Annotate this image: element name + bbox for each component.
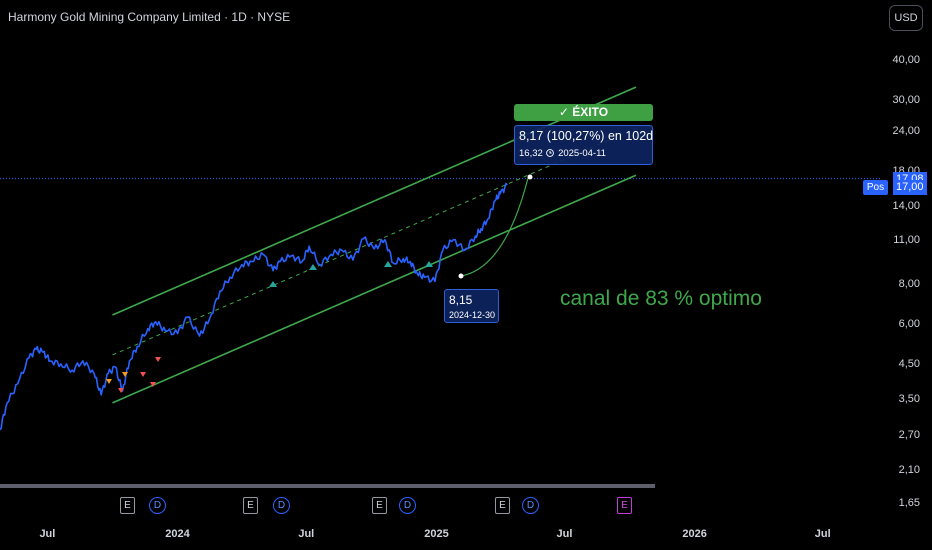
buy-arrow-icon <box>269 281 277 287</box>
time-tick-label: 2024 <box>165 528 190 540</box>
earnings-event-marker[interactable]: E <box>495 497 510 514</box>
target-stat-box[interactable]: 8,17 (100,27%) en 102d 16,32 2025-04-11 <box>514 125 653 165</box>
price-tick-label: 2,70 <box>898 428 920 441</box>
price-tick-label: 40,00 <box>892 54 920 67</box>
price-tick-label: 8,00 <box>898 277 920 290</box>
time-tick-label: Jul <box>298 528 315 540</box>
time-tick-label: 2025 <box>424 528 449 540</box>
price-series <box>0 182 508 431</box>
channel-middle-line <box>112 128 637 356</box>
dividend-event-marker[interactable]: D <box>522 497 539 514</box>
sell-arrow-icon <box>118 388 124 393</box>
channel-annotation: canal de 83 % optimo <box>560 287 762 310</box>
time-tick-label: Jul <box>814 528 831 540</box>
price-tick-label: 24,00 <box>892 125 920 138</box>
time-tick-label: Jul <box>39 528 56 540</box>
price-tick-label: 1,65 <box>898 497 920 510</box>
earnings-event-marker[interactable]: E <box>120 497 135 514</box>
currency-button[interactable]: USD <box>889 5 923 31</box>
earnings-event-marker[interactable]: E <box>243 497 258 514</box>
price-tick-label: 4,50 <box>898 357 920 370</box>
chart-decorations <box>0 174 655 488</box>
dividend-event-marker[interactable]: D <box>149 497 166 514</box>
price-tick-label: 2,10 <box>898 463 920 476</box>
target-main-text: 8,17 (100,27%) en 102d <box>519 129 654 143</box>
buy-arrow-icon <box>384 261 392 267</box>
low-date: 2024-12-30 <box>449 310 496 320</box>
time-tick-label: 2026 <box>682 528 707 540</box>
timeline-bar <box>0 484 655 488</box>
position-label[interactable]: Pos <box>863 180 888 195</box>
price-tick-label: 30,00 <box>892 94 920 107</box>
price-tick-label: 3,50 <box>898 392 920 405</box>
price-tick-label: 14,00 <box>892 200 920 213</box>
low-price: 8,15 <box>449 293 473 307</box>
channel-lower-line <box>112 174 637 404</box>
low-point-marker <box>458 273 464 279</box>
sell-arrow-icon <box>150 382 156 387</box>
target-point-marker <box>527 174 533 180</box>
target-price: 16,32 <box>519 148 543 159</box>
buy-arrow-icon <box>425 261 433 267</box>
buy-arrow-icon <box>309 264 317 270</box>
target-date: 2025-04-11 <box>558 148 606 159</box>
position-price-badge: 17,00 <box>893 180 927 195</box>
sell-arrow-icon <box>155 357 161 362</box>
price-tick-label: 11,00 <box>893 233 920 246</box>
clock-icon <box>546 149 555 157</box>
time-tick-label: Jul <box>556 528 573 540</box>
sell-arrow-icon <box>106 379 112 384</box>
sell-arrow-icon <box>122 372 128 377</box>
success-label: ✓ ÉXITO <box>514 104 653 121</box>
dividend-event-marker[interactable]: D <box>399 497 416 514</box>
sell-arrow-icon <box>140 372 146 377</box>
projection-arc <box>460 177 529 277</box>
price-line <box>0 182 508 431</box>
earnings-event-marker[interactable]: E <box>617 497 632 514</box>
earnings-event-marker[interactable]: E <box>372 497 387 514</box>
target-sub-text: 16,32 2025-04-11 <box>519 148 606 159</box>
price-tick-label: 6,00 <box>898 317 920 330</box>
low-stat-box[interactable]: 8,15 2024-12-30 <box>444 289 499 323</box>
chart-title: Harmony Gold Mining Company Limited · 1D… <box>8 10 291 24</box>
dividend-event-marker[interactable]: D <box>273 497 290 514</box>
